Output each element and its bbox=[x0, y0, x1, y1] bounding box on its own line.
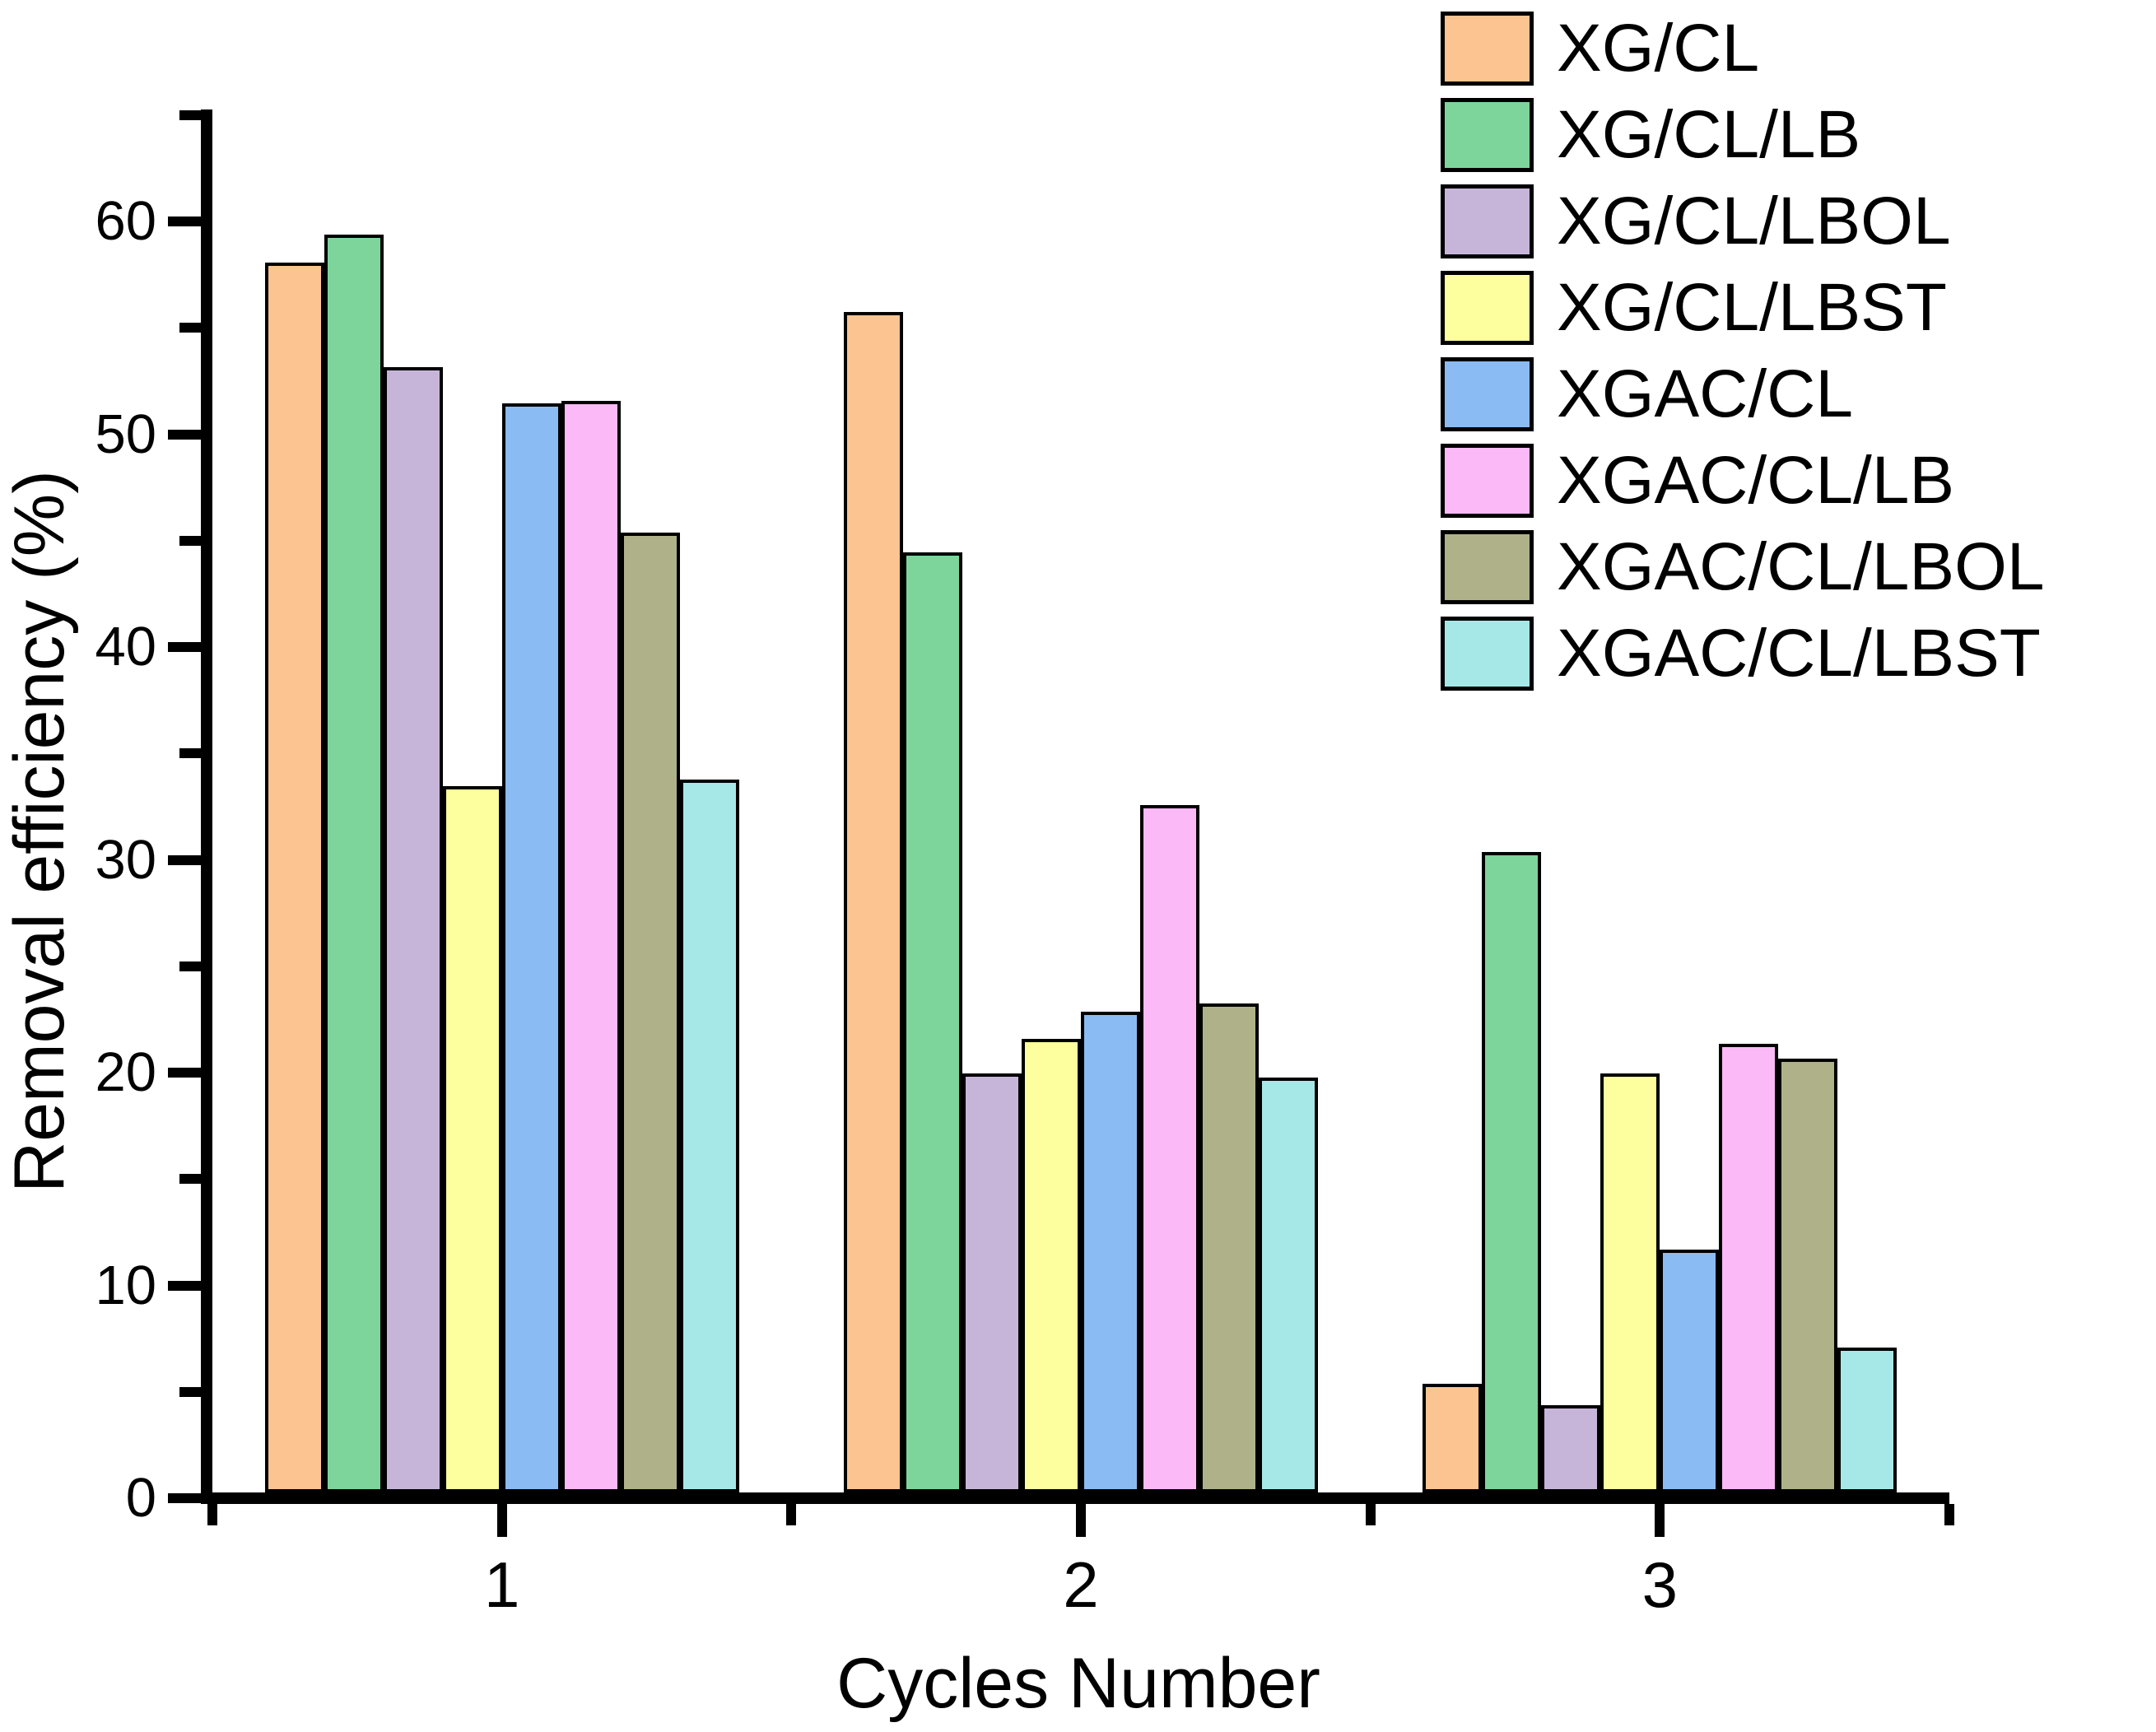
bar-xg-cl-lbol-cycle-2 bbox=[962, 1073, 1022, 1492]
y-axis-minor-tick bbox=[179, 1386, 201, 1397]
y-axis-tick-label: 30 bbox=[95, 828, 156, 891]
x-axis-minor-tick bbox=[786, 1504, 797, 1525]
bar-xgac-cl-lb-cycle-3 bbox=[1719, 1044, 1779, 1492]
bar-xg-cl-lb-cycle-1 bbox=[324, 235, 384, 1492]
bar-xgac-cl-lb-cycle-2 bbox=[1140, 805, 1199, 1492]
legend-label: XGAC/CL/LBOL bbox=[1557, 529, 2045, 604]
bar-xgac-cl-lbol-cycle-3 bbox=[1778, 1059, 1838, 1492]
legend-row: XG/CL bbox=[1441, 11, 2044, 86]
x-axis-minor-tick bbox=[1365, 1504, 1376, 1525]
y-axis-minor-tick bbox=[179, 748, 201, 759]
bar-xgac-cl-lbol-cycle-2 bbox=[1199, 1003, 1259, 1492]
bar-xg-cl-lbol-cycle-3 bbox=[1541, 1405, 1601, 1492]
y-axis-major-tick bbox=[168, 1280, 201, 1291]
bar-xgac-cl-cycle-3 bbox=[1660, 1250, 1720, 1492]
x-axis-tick-label: 3 bbox=[1641, 1548, 1679, 1621]
y-axis-minor-tick bbox=[179, 323, 201, 333]
legend-label: XGAC/CL/LB bbox=[1557, 443, 1955, 518]
bar-xgac-cl-lb-cycle-1 bbox=[561, 401, 621, 1492]
legend-row: XGAC/CL bbox=[1441, 356, 2044, 431]
legend-label: XG/CL/LBOL bbox=[1557, 184, 1951, 258]
x-axis-major-tick bbox=[1076, 1504, 1086, 1537]
legend-row: XGAC/CL/LB bbox=[1441, 443, 2044, 518]
legend-swatch-xgac-cl-lbst bbox=[1441, 617, 1534, 691]
bar-xg-cl-lbst-cycle-1 bbox=[442, 786, 502, 1492]
legend-row: XG/CL/LBST bbox=[1441, 270, 2044, 345]
y-axis-title: Removal efficiency (%) bbox=[0, 470, 79, 1193]
y-axis-minor-tick bbox=[179, 110, 201, 120]
y-axis-minor-tick bbox=[179, 1174, 201, 1185]
bar-xg-cl-lbst-cycle-2 bbox=[1022, 1039, 1081, 1492]
bar-xgac-cl-cycle-2 bbox=[1081, 1012, 1140, 1492]
x-axis-title: Cycles Number bbox=[836, 1644, 1320, 1723]
legend-label: XG/CL/LB bbox=[1557, 97, 1861, 172]
y-axis-tick-label: 10 bbox=[95, 1254, 156, 1316]
y-axis-major-tick bbox=[168, 854, 201, 865]
x-axis-minor-tick bbox=[1944, 1504, 1954, 1525]
legend-label: XG/CL/LBST bbox=[1557, 270, 1947, 345]
y-axis-tick-label: 20 bbox=[95, 1041, 156, 1104]
y-axis-major-tick bbox=[168, 429, 201, 440]
y-axis-major-tick bbox=[168, 216, 201, 227]
bar-xgac-cl-lbst-cycle-1 bbox=[679, 780, 739, 1492]
legend-label: XGAC/CL/LBST bbox=[1557, 616, 2041, 691]
bar-xg-cl-cycle-3 bbox=[1423, 1384, 1483, 1492]
y-axis-minor-tick bbox=[179, 535, 201, 546]
bar-xg-cl-lbst-cycle-3 bbox=[1600, 1073, 1660, 1492]
legend-row: XG/CL/LBOL bbox=[1441, 184, 2044, 258]
bar-xgac-cl-lbol-cycle-1 bbox=[620, 533, 680, 1492]
legend-swatch-xg-cl-lbol bbox=[1441, 184, 1534, 258]
legend-swatch-xgac-cl bbox=[1441, 357, 1534, 431]
bar-xgac-cl-lbst-cycle-2 bbox=[1259, 1078, 1318, 1492]
legend-label: XGAC/CL bbox=[1557, 356, 1853, 431]
x-axis-tick-label: 1 bbox=[483, 1548, 520, 1621]
bar-xgac-cl-lbst-cycle-3 bbox=[1837, 1348, 1898, 1492]
legend-swatch-xg-cl-lbst bbox=[1441, 271, 1534, 345]
legend-row: XGAC/CL/LBST bbox=[1441, 616, 2044, 691]
legend-swatch-xgac-cl-lbol bbox=[1441, 530, 1534, 604]
bar-xg-cl-lbol-cycle-1 bbox=[383, 367, 443, 1492]
bar-xg-cl-cycle-2 bbox=[844, 312, 903, 1492]
y-axis-minor-tick bbox=[179, 961, 201, 971]
y-axis-tick-label: 60 bbox=[95, 190, 156, 253]
bar-xg-cl-cycle-1 bbox=[264, 263, 324, 1492]
plot-area bbox=[201, 109, 1949, 1504]
legend: XG/CL XG/CL/LB XG/CL/LBOL XG/CL/LBST XGAC/CL… bbox=[1441, 11, 2045, 703]
x-axis-major-tick bbox=[496, 1504, 507, 1537]
legend-row: XGAC/CL/LBOL bbox=[1441, 529, 2045, 604]
legend-swatch-xgac-cl-lb bbox=[1441, 444, 1534, 518]
y-axis-tick-label: 50 bbox=[95, 403, 156, 465]
x-axis-major-tick bbox=[1655, 1504, 1665, 1537]
legend-label: XG/CL bbox=[1557, 11, 1760, 86]
bar-xgac-cl-cycle-1 bbox=[501, 403, 561, 1492]
legend-row: XG/CL/LB bbox=[1441, 97, 2044, 172]
x-axis-minor-tick bbox=[207, 1504, 217, 1525]
bar-xg-cl-lb-cycle-3 bbox=[1482, 852, 1542, 1492]
legend-swatch-xg-cl-lb bbox=[1441, 98, 1534, 172]
legend-swatch-xg-cl bbox=[1441, 12, 1534, 86]
y-axis-major-tick bbox=[168, 1068, 201, 1078]
y-axis-tick-label: 0 bbox=[125, 1467, 156, 1529]
x-axis-tick-label: 2 bbox=[1063, 1548, 1099, 1621]
y-axis-major-tick bbox=[168, 1493, 201, 1503]
y-axis-major-tick bbox=[168, 642, 201, 653]
bar-xg-cl-lb-cycle-2 bbox=[903, 552, 962, 1492]
y-axis-tick-label: 40 bbox=[95, 616, 156, 678]
